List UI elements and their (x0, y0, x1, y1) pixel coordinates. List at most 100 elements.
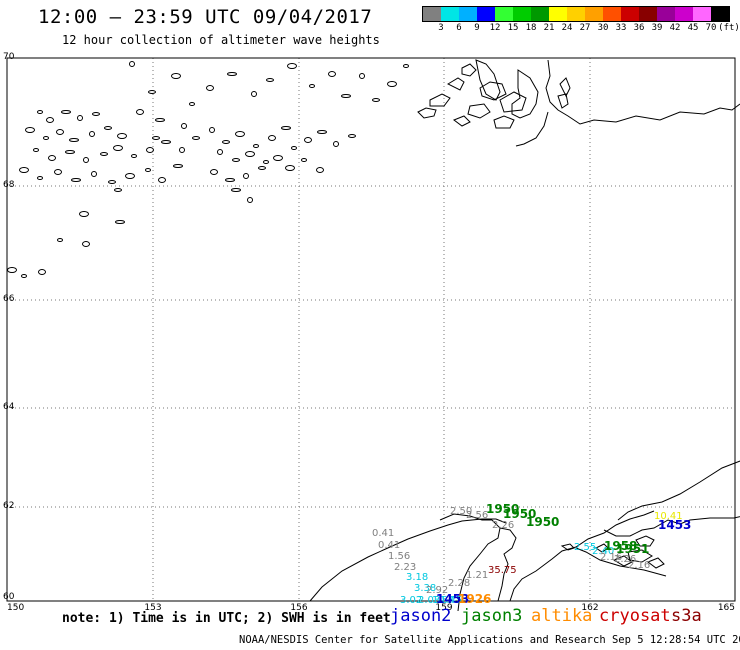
arctic-ice-outlines (417, 59, 740, 147)
ice-floe (148, 90, 156, 94)
coast-islands-south (560, 535, 665, 569)
wave-height-label: 0.41 (378, 540, 400, 551)
coast-west-shore (309, 518, 507, 602)
coast-kenai-shore (575, 547, 667, 577)
map-title: 12:00 – 23:59 UTC 09/04/2017 (38, 6, 373, 28)
ice-floe (146, 147, 154, 153)
ice-floe (285, 165, 295, 171)
alaska-coastline (309, 460, 740, 612)
ice-floe (235, 131, 245, 137)
ice-floe (301, 158, 307, 162)
colorbar-swatch (423, 7, 441, 21)
ice-floe (131, 154, 137, 158)
wave-height-label: 2.28 (448, 578, 470, 589)
ice-floe (91, 171, 97, 177)
ice-floe (231, 188, 241, 192)
coast-south-shore (509, 510, 655, 602)
wave-height-label: 0.41 (372, 528, 394, 539)
wave-height-label: 3.02 (400, 595, 422, 606)
ice-floe (92, 112, 100, 116)
ice-floe (181, 123, 187, 129)
ice-floe (89, 131, 95, 137)
colorbar-label: 12 (489, 23, 501, 33)
ice-floe (38, 269, 46, 275)
ice-floe (328, 71, 336, 77)
ice-floe (309, 84, 315, 88)
ice-floe (348, 134, 356, 138)
cook-inlet-east (497, 527, 517, 602)
map-subtitle: 12 hour collection of altimeter wave hei… (62, 33, 380, 47)
pass-time-label: 1950 (503, 507, 536, 521)
wave-height-label: 2.23 (394, 562, 416, 573)
ice-floe (152, 136, 160, 140)
ice-floe (359, 73, 365, 79)
ice-floe (210, 169, 218, 175)
map-credit: NOAA/NESDIS Center for Satellite Applica… (239, 634, 740, 646)
ice-floe (287, 63, 297, 69)
colorbar-label: 39 (651, 23, 663, 33)
ice-floe (104, 126, 112, 130)
ice-floe (245, 151, 255, 157)
ice-floe (77, 115, 83, 121)
ice-floe (317, 130, 327, 134)
colorbar-swatch (495, 7, 513, 21)
ice-floe (158, 177, 166, 183)
colorbar-label: 6 (456, 23, 462, 33)
ice-floe (341, 94, 351, 98)
colorbar-swatch (675, 7, 693, 21)
axis-tick-labels: 150 153 156 159 162 165 70 68 66 64 62 60 (3, 52, 735, 613)
colorbar-label: 45 (687, 23, 699, 33)
satellite-legend-jason2: jason2 (390, 606, 452, 626)
ice-floe (79, 211, 89, 217)
pass-time-label: 1453 (436, 592, 469, 606)
colorbar-label: 70 (705, 23, 717, 33)
cook-inlet-west (457, 519, 501, 612)
longitude-tick-label: 153 (144, 603, 161, 613)
ice-floe (225, 178, 235, 182)
colorbar-swatch (567, 7, 585, 21)
colorbar-label: 15 (507, 23, 519, 33)
pass-time-label: 1453 (658, 518, 691, 532)
pass-time-label: 1950 (486, 502, 519, 516)
coast-bay (511, 69, 539, 119)
wave-height-label: 1.84 (432, 595, 454, 606)
ice-floe (155, 118, 165, 122)
colorbar-swatch (639, 7, 657, 21)
wave-height-values: 2.502.562.260.410.411.562.233.183.382.92… (372, 506, 683, 606)
ice-floe (253, 144, 259, 148)
ice-floe (37, 110, 43, 114)
colorbar-swatch (441, 7, 459, 21)
ice-floe (57, 238, 63, 242)
ice-floe (37, 176, 43, 180)
coast-islands (417, 59, 527, 129)
ice-floe (217, 149, 223, 155)
satellite-legend-jason3: jason3 (461, 606, 523, 626)
wave-height-label: 1.21 (466, 570, 488, 581)
wave-height-label: 2.56 (466, 510, 488, 521)
colorbar-label: 9 (474, 23, 480, 33)
colorbar-label: 3 (438, 23, 444, 33)
ice-floe (33, 148, 39, 152)
ice-floe (25, 127, 35, 133)
ice-floe (43, 136, 49, 140)
ice-floe (54, 169, 62, 175)
wave-height-label: 2.40 (592, 546, 614, 557)
wave-height-label: 3.18 (406, 572, 428, 583)
ice-floe (46, 117, 54, 123)
coast-shoreline (545, 59, 740, 125)
wave-height-label: 2.92 (426, 585, 448, 596)
latitude-tick-label: 60 (3, 592, 15, 602)
coast-prince-william-north (617, 460, 740, 521)
ice-floe (333, 141, 339, 147)
satellite-legend-cryosat: cryosat (599, 606, 671, 626)
longitude-tick-label: 165 (718, 603, 735, 613)
ice-floe (372, 98, 380, 102)
wave-height-label: 2.55 (574, 542, 596, 553)
wave-height-label: 2.26 (492, 520, 514, 531)
ice-floe (136, 109, 144, 115)
colorbar-swatch (549, 7, 567, 21)
wave-height-label: 10.41 (654, 511, 683, 522)
map-frame (6, 57, 736, 602)
